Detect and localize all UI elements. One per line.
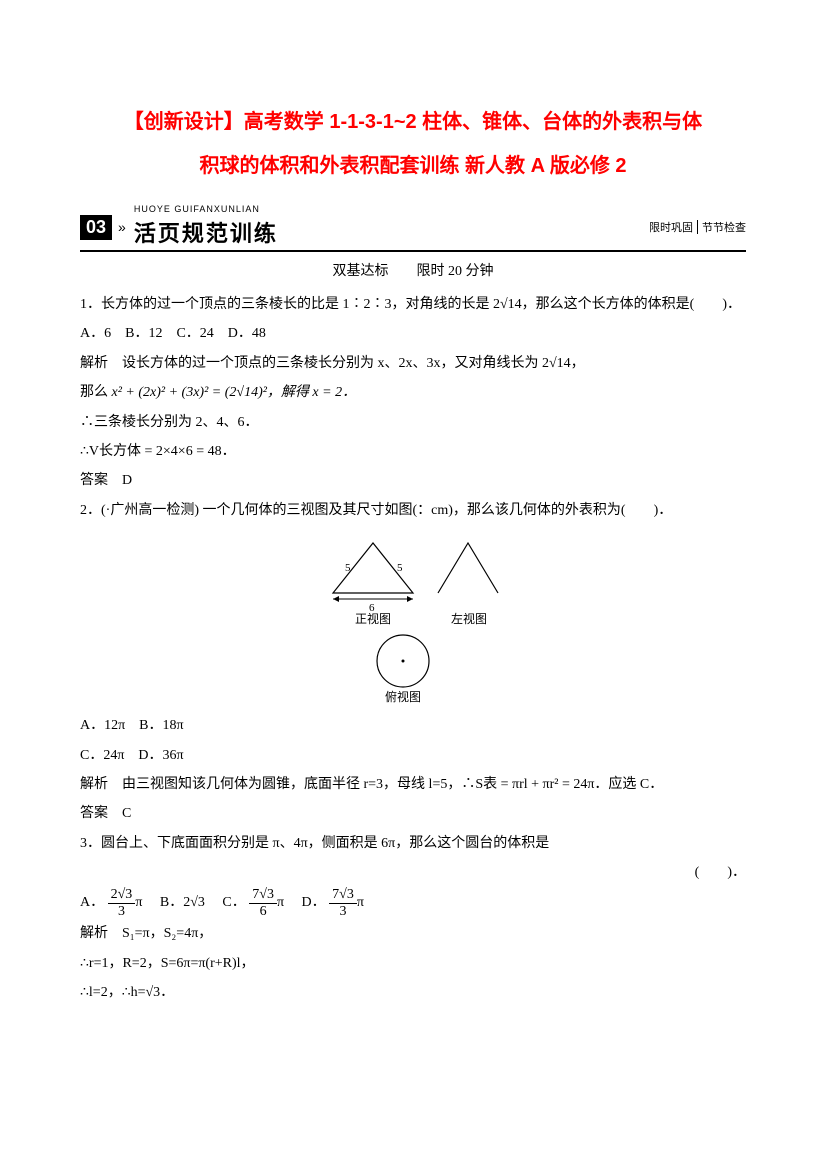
- subtitle: 双基达标 限时 20 分钟: [80, 260, 746, 280]
- q3-paren: ( )．: [80, 858, 746, 887]
- q1-sol-1: 解析 设长方体的过一个顶点的三条棱长分别为 x、2x、3x，又对角线长为 2√1…: [80, 349, 746, 378]
- fig-front-label: 正视图: [355, 611, 391, 626]
- fig-side-label: 左视图: [451, 611, 487, 626]
- fig-slant-left: 5: [345, 562, 351, 574]
- q2-figure: 5 5 6 正视图 左视图 俯视图: [80, 533, 746, 703]
- q1-options: A．6 B．12 C．24 D．48: [80, 319, 746, 348]
- opt-a-num: 2√3: [108, 887, 136, 903]
- banner-main-text: 活页规范训练: [134, 216, 278, 248]
- opt-a-frac: 2√3 3: [108, 887, 136, 919]
- fig-slant-right: 5: [397, 562, 403, 574]
- q3-options: A． 2√3 3 π B．2√3 C． 7√3 6 π D． 7√3 3 π: [80, 887, 746, 919]
- opt-b-label: B．: [160, 896, 183, 911]
- title-line-2: 积球的体积和外表积配套训练 新人教 A 版必修 2: [80, 144, 746, 188]
- opt-d-label: D．: [302, 896, 326, 911]
- opt-a-label: A．: [80, 896, 104, 911]
- q1-answer: 答案 D: [80, 466, 746, 495]
- q1-sol-3: ∴三条棱长分别为 2、4、6．: [80, 408, 746, 437]
- opt-c-frac: 7√3 6: [249, 887, 277, 919]
- opt-b-val: 2√3: [183, 896, 205, 911]
- q3-sol-1: 解析 S₁=π，S₂=4π，: [80, 919, 746, 948]
- q2-options-2: C．24π D．36π: [80, 741, 746, 770]
- banner-separator-icon: [697, 220, 698, 234]
- opt-c-num: 7√3: [249, 887, 277, 903]
- q1-sol-2: 那么 x² + (2x)² + (3x)² = (2√14)²，解得 x = 2…: [80, 378, 746, 407]
- opt-c-pi: π: [277, 896, 284, 911]
- opt-a-pi: π: [135, 896, 142, 911]
- body: 1．长方体的过一个顶点的三条棱长的比是 1∶2∶3，对角线的长是 2√14，那么…: [80, 290, 746, 1007]
- opt-c-den: 6: [257, 904, 270, 919]
- opt-d-pi: π: [357, 896, 364, 911]
- opt-c-label: C．: [222, 896, 245, 911]
- q1-sol-4: ∴V长方体 = 2×4×6 = 48．: [80, 437, 746, 466]
- banner-chevrons-icon: »: [118, 219, 124, 235]
- q1-stem: 1．长方体的过一个顶点的三条棱长的比是 1∶2∶3，对角线的长是 2√14，那么…: [80, 290, 746, 319]
- banner-right: 限时巩固 节节检查: [649, 219, 746, 235]
- q1-sol-2-eq: x² + (2x)² + (3x)² = (2√14)²，解得 x = 2．: [112, 385, 357, 400]
- q3-sol-3: ∴l=2，∴h=√3．: [80, 978, 746, 1007]
- opt-d-num: 7√3: [329, 887, 357, 903]
- q3-sol-2: ∴r=1，R=2，S=6π=π(r+R)l，: [80, 949, 746, 978]
- opt-a-den: 3: [115, 904, 128, 919]
- three-view-diagram: 5 5 6 正视图 左视图 俯视图: [303, 533, 523, 703]
- section-banner: 03 » HUOYE GUIFANXUNLIAN 活页规范训练 限时巩固 节节检…: [80, 206, 746, 252]
- banner-right-left: 限时巩固: [649, 219, 693, 235]
- q2-options-1: A．12π B．18π: [80, 711, 746, 740]
- fig-top-label: 俯视图: [385, 689, 421, 703]
- opt-d-frac: 7√3 3: [329, 887, 357, 919]
- page: 【创新设计】高考数学 1-1-3-1~2 柱体、锥体、台体的外表积与体 积球的体…: [0, 0, 826, 1067]
- q3-stem: 3．圆台上、下底面面积分别是 π、4π，侧面积是 6π，那么这个圆台的体积是: [80, 829, 746, 858]
- title-line-1: 【创新设计】高考数学 1-1-3-1~2 柱体、锥体、台体的外表积与体: [80, 100, 746, 144]
- banner-right-right: 节节检查: [702, 219, 746, 235]
- q2-answer: 答案 C: [80, 799, 746, 828]
- q2-stem: 2．(·广州高一检测) 一个几何体的三视图及其尺寸如图(：cm)，那么该几何体的…: [80, 496, 746, 525]
- banner-number: 03: [80, 215, 112, 240]
- q1-sol-2-prefix: 那么: [80, 385, 112, 400]
- banner-pinyin: HUOYE GUIFANXUNLIAN: [134, 204, 260, 214]
- opt-d-den: 3: [337, 904, 350, 919]
- q2-sol: 解析 由三视图知该几何体为圆锥，底面半径 r=3，母线 l=5，∴S表 = πr…: [80, 770, 746, 799]
